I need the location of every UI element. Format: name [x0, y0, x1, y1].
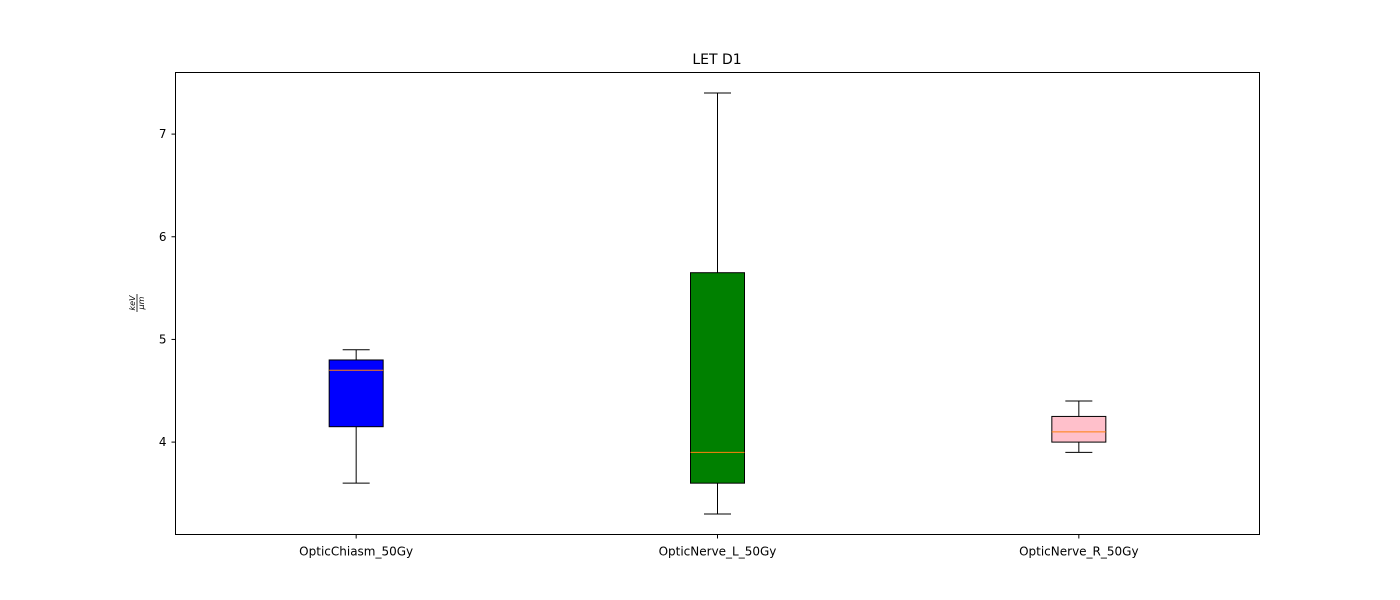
x-tick-label: OpticNerve_R_50Gy [1019, 545, 1138, 559]
box-body [1051, 415, 1107, 443]
y-tick-label: 5 [159, 332, 167, 346]
y-axis-label: keV μm [128, 294, 146, 312]
axes: 4 5 6 7 OpticChiasm_50Gy OpticNerve_L_50Gy Opt… [159, 127, 1139, 558]
y-tick-label: 4 [159, 435, 167, 449]
y-axis-label-denominator: μm [137, 296, 146, 310]
y-tick-label: 6 [159, 230, 167, 244]
x-tick-label: OpticChiasm_50Gy [299, 545, 413, 559]
box-3 [1051, 400, 1107, 453]
box-1 [328, 349, 384, 484]
plot-area [328, 92, 1107, 515]
y-tick-label: 7 [159, 127, 167, 141]
box-body [328, 359, 384, 428]
x-tick-label: OpticNerve_L_50Gy [659, 545, 777, 559]
chart-title: LET D1 [692, 52, 741, 68]
y-axis-label-numerator: keV [128, 295, 137, 311]
box-body [690, 272, 745, 484]
box-2 [690, 92, 745, 515]
